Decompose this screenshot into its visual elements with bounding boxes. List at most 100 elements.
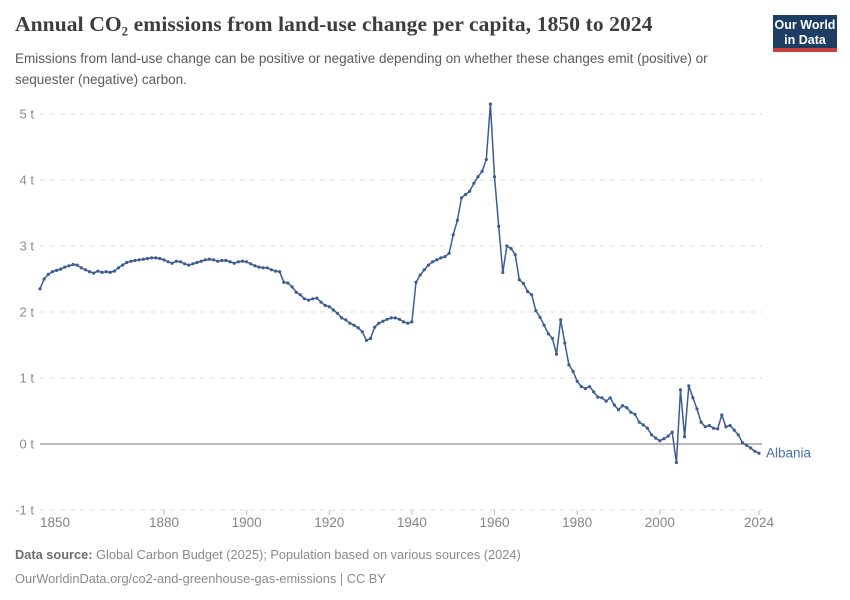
data-point[interactable]: [753, 449, 757, 453]
data-point[interactable]: [356, 326, 360, 330]
data-point[interactable]: [695, 407, 699, 411]
data-point[interactable]: [476, 175, 480, 179]
data-point[interactable]: [443, 255, 447, 259]
data-point[interactable]: [637, 420, 641, 424]
data-point[interactable]: [352, 323, 356, 327]
data-point[interactable]: [749, 446, 753, 450]
data-point[interactable]: [451, 233, 455, 237]
data-point[interactable]: [468, 189, 472, 193]
data-point[interactable]: [195, 260, 199, 265]
data-point[interactable]: [166, 260, 170, 264]
data-point[interactable]: [583, 387, 588, 391]
data-point[interactable]: [629, 410, 633, 414]
data-point[interactable]: [526, 289, 530, 294]
data-point[interactable]: [691, 396, 695, 400]
data-point[interactable]: [687, 384, 691, 388]
data-point[interactable]: [542, 323, 546, 327]
data-point[interactable]: [604, 399, 608, 403]
data-point[interactable]: [703, 425, 707, 429]
data-point[interactable]: [298, 293, 302, 297]
data-point[interactable]: [492, 175, 497, 179]
data-point[interactable]: [683, 435, 687, 439]
data-point[interactable]: [75, 263, 79, 267]
data-point[interactable]: [232, 261, 236, 265]
data-point[interactable]: [282, 280, 286, 284]
data-point[interactable]: [592, 390, 596, 394]
data-point[interactable]: [129, 259, 133, 263]
data-point[interactable]: [393, 316, 397, 320]
data-point[interactable]: [286, 281, 290, 285]
data-point[interactable]: [455, 218, 459, 222]
data-point[interactable]: [538, 315, 542, 319]
data-point[interactable]: [459, 196, 464, 200]
data-point[interactable]: [464, 192, 468, 197]
data-point[interactable]: [745, 443, 749, 447]
data-point[interactable]: [178, 260, 183, 264]
data-point[interactable]: [216, 259, 220, 263]
data-point[interactable]: [290, 285, 294, 289]
data-point[interactable]: [364, 338, 368, 342]
data-point[interactable]: [96, 269, 100, 273]
data-point[interactable]: [600, 396, 604, 400]
data-point[interactable]: [509, 247, 513, 251]
data-point[interactable]: [625, 406, 629, 410]
data-point[interactable]: [273, 269, 278, 273]
data-point[interactable]: [650, 433, 654, 437]
data-point[interactable]: [121, 263, 125, 267]
data-point[interactable]: [141, 257, 145, 261]
data-point[interactable]: [546, 332, 550, 336]
data-point[interactable]: [335, 311, 340, 315]
data-point[interactable]: [559, 318, 563, 322]
data-point[interactable]: [369, 336, 373, 340]
data-point[interactable]: [554, 352, 559, 356]
data-point[interactable]: [240, 259, 245, 263]
data-point[interactable]: [447, 251, 451, 255]
data-point[interactable]: [315, 296, 319, 300]
data-point[interactable]: [530, 293, 534, 297]
data-point[interactable]: [724, 425, 728, 429]
data-point[interactable]: [406, 321, 410, 325]
data-point[interactable]: [567, 363, 571, 367]
data-point[interactable]: [658, 439, 662, 443]
data-point[interactable]: [596, 395, 600, 399]
data-point[interactable]: [431, 260, 435, 264]
data-point[interactable]: [116, 266, 121, 270]
data-point[interactable]: [410, 320, 414, 324]
data-point[interactable]: [261, 266, 265, 270]
data-point[interactable]: [373, 325, 377, 329]
data-point[interactable]: [711, 426, 716, 430]
data-point[interactable]: [158, 256, 162, 261]
data-point[interactable]: [311, 297, 315, 301]
data-point[interactable]: [385, 317, 389, 321]
data-point[interactable]: [63, 265, 67, 269]
data-point[interactable]: [497, 224, 501, 228]
data-point[interactable]: [488, 102, 492, 106]
data-point[interactable]: [187, 263, 191, 267]
data-point[interactable]: [125, 260, 129, 265]
data-point[interactable]: [521, 282, 526, 286]
data-point[interactable]: [162, 258, 166, 262]
data-point[interactable]: [46, 272, 50, 276]
data-point[interactable]: [641, 423, 645, 427]
data-point[interactable]: [104, 270, 108, 274]
data-point[interactable]: [608, 396, 612, 400]
data-point[interactable]: [588, 385, 592, 389]
data-point[interactable]: [340, 316, 344, 320]
data-point[interactable]: [191, 262, 195, 266]
data-point[interactable]: [612, 403, 617, 407]
data-point[interactable]: [484, 157, 488, 162]
data-point[interactable]: [42, 277, 46, 281]
data-point[interactable]: [414, 280, 418, 284]
series-line-albania[interactable]: [39, 103, 760, 464]
data-point[interactable]: [245, 260, 249, 264]
data-point[interactable]: [108, 270, 112, 274]
data-point[interactable]: [79, 266, 83, 270]
data-point[interactable]: [269, 268, 273, 272]
data-point[interactable]: [170, 261, 174, 265]
data-point[interactable]: [150, 256, 154, 260]
data-point[interactable]: [54, 268, 59, 272]
data-point[interactable]: [720, 413, 724, 417]
data-point[interactable]: [83, 268, 88, 272]
data-point[interactable]: [137, 258, 141, 262]
data-point[interactable]: [505, 244, 509, 248]
